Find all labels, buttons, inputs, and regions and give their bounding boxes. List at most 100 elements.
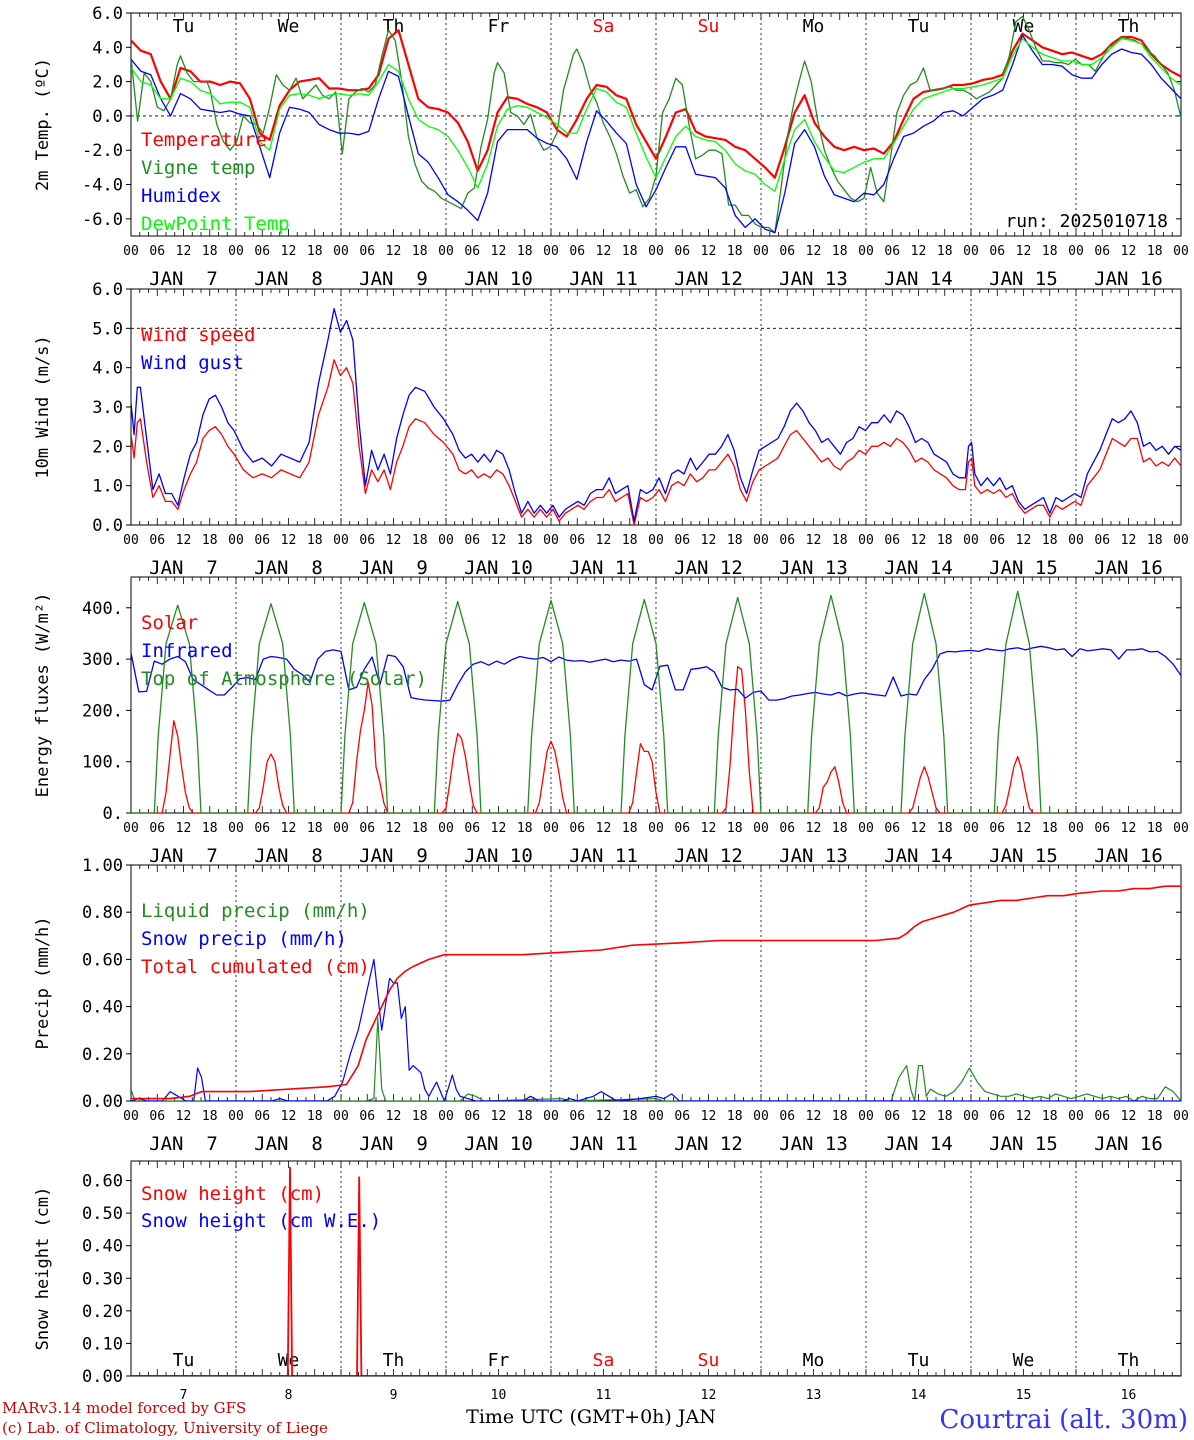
- legend-entry: Snow precip (mm/h): [141, 928, 347, 950]
- day-label: JAN 10: [464, 557, 533, 579]
- hour-tick-label: 12: [386, 1109, 402, 1124]
- series-line-snow-height-cm: [131, 1166, 1181, 1376]
- hour-tick-label: 06: [989, 244, 1005, 259]
- day-label: JAN 8: [254, 268, 323, 290]
- day-label: JAN 13: [779, 1133, 848, 1155]
- hour-tick-label: 12: [491, 821, 507, 836]
- hour-tick-label: 12: [386, 821, 402, 836]
- y-tick-label: 0.0: [92, 516, 123, 536]
- weekday-label: We: [278, 16, 300, 37]
- y-axis-label: 2m Temp. (ºC): [33, 58, 53, 191]
- weekday-label: Su: [698, 1350, 720, 1371]
- hour-tick-label: 18: [412, 533, 428, 548]
- hour-tick-label: 12: [491, 533, 507, 548]
- weekday-label: Fr: [488, 1350, 510, 1371]
- hour-tick-label: 18: [307, 821, 323, 836]
- hour-ticks: [130, 1161, 1182, 1376]
- day-label: JAN 12: [674, 1133, 743, 1155]
- hour-tick-label: 00: [438, 1109, 454, 1124]
- legend-entry: Vigne temp: [141, 157, 255, 179]
- hour-tick-label: 18: [727, 821, 743, 836]
- credit-line-1: MARv3.14 model forced by GFS: [2, 1399, 246, 1417]
- day-label: JAN 10: [464, 1133, 533, 1155]
- day-label: JAN 10: [464, 268, 533, 290]
- hour-tick-label: 12: [596, 244, 612, 259]
- hour-tick-label: 12: [701, 1109, 717, 1124]
- day-label: JAN 14: [884, 557, 953, 579]
- hour-tick-label: 18: [202, 244, 218, 259]
- hour-tick-label: 12: [1016, 533, 1032, 548]
- hour-tick-label: 12: [701, 533, 717, 548]
- hour-tick-label: 12: [911, 1109, 927, 1124]
- day-label: JAN 9: [359, 1133, 428, 1155]
- hour-tick-label: 18: [727, 244, 743, 259]
- hour-tick-label: 00: [648, 1109, 664, 1124]
- day-label: JAN 14: [884, 1133, 953, 1155]
- y-tick-label: 1.00: [82, 856, 123, 876]
- y-tick-label: 0.50: [82, 1204, 123, 1224]
- hour-tick-label: 18: [1147, 244, 1163, 259]
- day-label: JAN 11: [569, 268, 638, 290]
- weekday-label: We: [1013, 16, 1035, 37]
- y-tick-label: 0.80: [82, 903, 123, 923]
- y-tick-label: 4.0: [92, 359, 123, 379]
- hour-tick-label: 00: [333, 244, 349, 259]
- y-tick-label: 0.: [103, 804, 123, 824]
- hour-tick-label: 06: [989, 821, 1005, 836]
- hour-tick-label: 12: [911, 244, 927, 259]
- hour-tick-label: 06: [674, 821, 690, 836]
- day-label: JAN 7: [149, 268, 218, 290]
- y-tick-label: 0.0: [92, 107, 123, 127]
- y-tick-label: 5.0: [92, 319, 123, 339]
- hour-tick-label: 06: [149, 533, 165, 548]
- y-tick-label: 400.: [82, 599, 123, 619]
- temperature-panel: -6.0 -4.0 -2.0 0.0 2.0 4.0 6.0 2m Temp. (ºC) Tu W…: [33, 4, 1189, 290]
- hour-tick-label: 00: [753, 533, 769, 548]
- hour-tick-label: 06: [674, 244, 690, 259]
- hour-tick-label: 06: [359, 821, 375, 836]
- day-label: JAN 16: [1094, 557, 1163, 579]
- hour-tick-label: 12: [806, 244, 822, 259]
- hour-tick-label: 06: [149, 821, 165, 836]
- hour-tick-label: 06: [1094, 533, 1110, 548]
- y-tick-label: 1.0: [92, 477, 123, 497]
- legend-entry: Snow height (cm W.E.): [141, 1210, 381, 1232]
- legend-entry: Total cumulated (cm): [141, 956, 370, 978]
- hour-tick-label: 00: [648, 533, 664, 548]
- hour-tick-label: 06: [779, 244, 795, 259]
- series-line-solar: [131, 666, 1065, 813]
- hour-tick-label: 12: [176, 244, 192, 259]
- legend-entry: Snow height (cm): [141, 1183, 324, 1205]
- day-label: JAN 13: [779, 268, 848, 290]
- hour-tick-label: 00: [753, 1109, 769, 1124]
- hour-tick-label: 06: [254, 821, 270, 836]
- hour-tick-label: 00: [333, 1109, 349, 1124]
- hour-tick-label: 18: [1042, 821, 1058, 836]
- hour-tick-label: 18: [622, 244, 638, 259]
- hour-tick-label: 06: [359, 533, 375, 548]
- hour-tick-label: 18: [622, 821, 638, 836]
- hour-tick-label: 18: [832, 533, 848, 548]
- hour-tick-label: 12: [176, 1109, 192, 1124]
- wind-panel: 0.0 1.0 2.0 3.0 4.0 5.0 6.0 10m Wind (m/s) 00 06 1…: [33, 280, 1189, 579]
- hour-tick-label: 12: [1016, 821, 1032, 836]
- hour-tick-label: 12: [176, 533, 192, 548]
- hour-tick-label: 18: [517, 244, 533, 259]
- day-label: JAN 7: [149, 1133, 218, 1155]
- hour-tick-label: 00: [858, 244, 874, 259]
- series-line-total-cumulated-cm: [131, 885, 1181, 1100]
- hour-tick-label: 18: [307, 1109, 323, 1124]
- hour-tick-label: 12: [806, 821, 822, 836]
- y-tick-label: 4.0: [92, 38, 123, 58]
- hour-tick-label: 18: [937, 244, 953, 259]
- hour-tick-label: 00: [1173, 244, 1189, 259]
- hour-tick-label: 12: [596, 1109, 612, 1124]
- hour-tick-label: 12: [806, 533, 822, 548]
- hour-tick-label: 00: [648, 821, 664, 836]
- day-label: JAN 11: [569, 1133, 638, 1155]
- hour-tick-label: 12: [281, 821, 297, 836]
- legend-entry: Solar: [141, 612, 198, 634]
- hour-tick-label: 00: [963, 244, 979, 259]
- day-label: JAN 13: [779, 845, 848, 867]
- footer: Time UTC (GMT+0h) JAN MARv3.14 model forc…: [2, 1399, 1188, 1437]
